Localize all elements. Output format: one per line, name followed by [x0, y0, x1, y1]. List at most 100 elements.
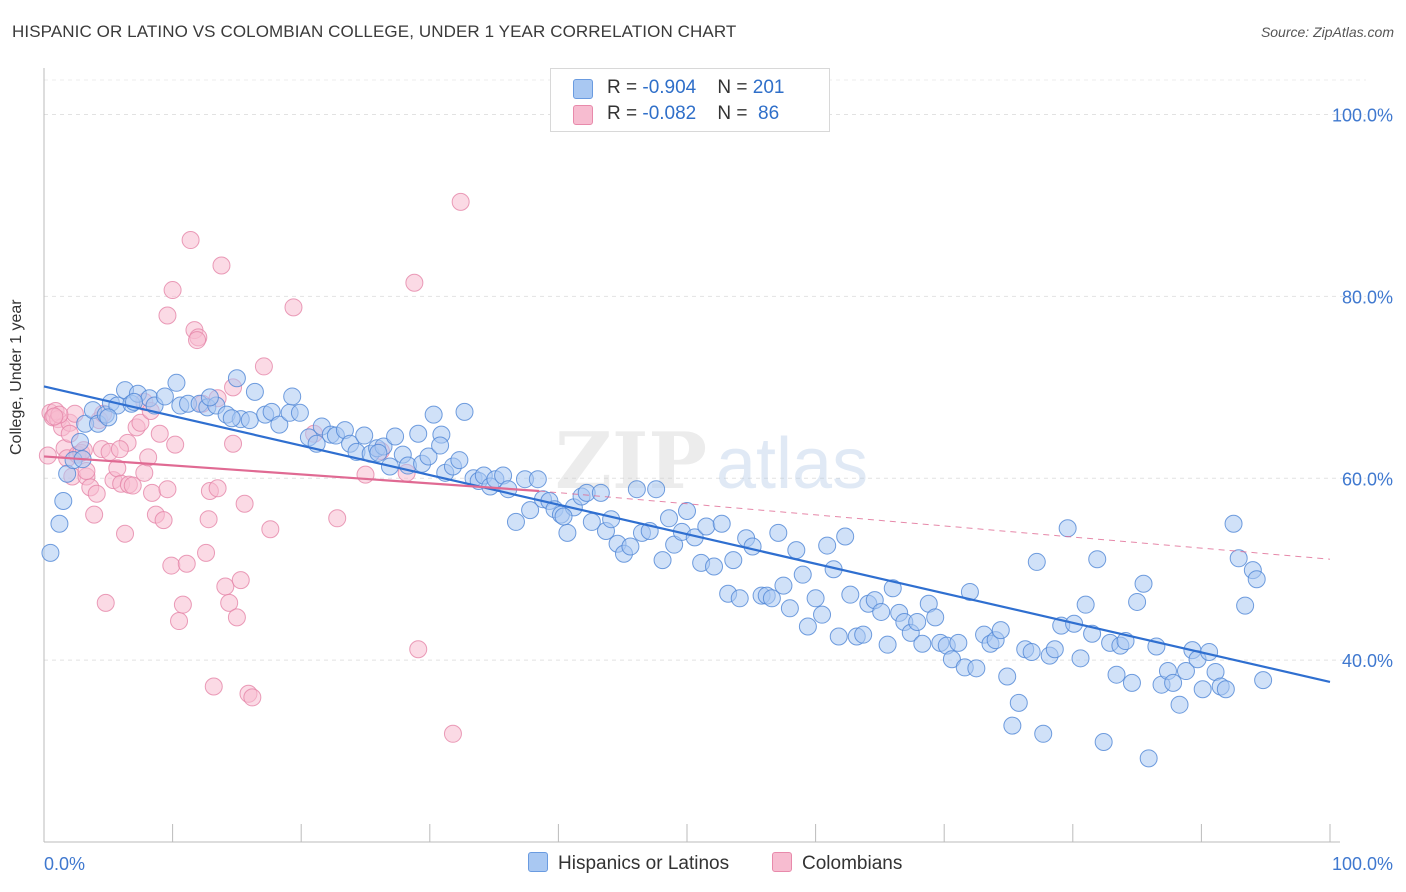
hispanics-point	[521, 501, 540, 520]
hispanics-point	[591, 483, 610, 502]
hispanics-point	[455, 402, 474, 421]
hispanics-point	[1009, 693, 1028, 712]
hispanics-point	[1236, 596, 1255, 615]
colombians-point	[163, 281, 182, 300]
colombians-point	[87, 484, 106, 503]
hispanics-point	[506, 512, 525, 531]
hispanics-point	[1176, 662, 1195, 681]
hispanics-point	[1003, 716, 1022, 735]
x-tick-label-max: 100.0%	[1332, 854, 1393, 874]
hispanics-point	[1058, 519, 1077, 538]
colombians-point	[235, 494, 254, 513]
hispanics-point	[913, 634, 932, 653]
colombians-point	[170, 612, 189, 631]
hispanics-point	[730, 589, 749, 608]
hispanics-point	[1034, 724, 1053, 743]
hispanics-point	[227, 369, 246, 388]
tick-labels: 40.0% 60.0% 80.0% 100.0% 0.0% 100.0%	[44, 106, 1393, 874]
hispanics-point	[41, 543, 60, 562]
hispanics-point	[841, 585, 860, 604]
colombians-point	[451, 192, 470, 211]
hispanics-point	[627, 480, 646, 499]
colombians-point	[154, 511, 173, 530]
hispanics-point	[678, 502, 696, 521]
hispanics-point	[806, 589, 825, 608]
colombians-trend-extension	[539, 490, 1331, 560]
hispanics-point	[99, 408, 118, 427]
hispanics-point	[528, 470, 547, 489]
colombians-point	[409, 640, 428, 659]
hispanics-point	[967, 659, 986, 678]
hispanics-point	[1193, 680, 1212, 699]
hispanics-point	[1083, 624, 1102, 643]
hispanics-point	[431, 436, 450, 455]
legend-n-label: N =	[717, 77, 753, 98]
hispanics-point	[926, 608, 945, 627]
colombians-trend-line	[43, 455, 540, 493]
hispanics-point	[369, 443, 388, 462]
hispanics-point	[705, 557, 724, 576]
hispanics-point	[697, 517, 716, 536]
hispanics-point	[1247, 570, 1266, 589]
hispanics-point	[200, 388, 219, 407]
hispanics-point	[554, 507, 573, 526]
hispanics-point	[960, 582, 979, 601]
bottom-legend-hispanics: Hispanics or Latinos	[528, 852, 729, 875]
colombians-point	[224, 434, 243, 453]
colombians-point	[208, 479, 227, 498]
hispanics-point	[1254, 671, 1273, 690]
legend-swatch-hispanics	[573, 79, 593, 99]
colombians-point	[116, 524, 135, 543]
colombians-point	[443, 724, 462, 743]
hispanics-point	[71, 432, 90, 451]
legend-n-label: N =	[717, 103, 753, 124]
colombians-point	[284, 298, 303, 317]
bottom-legend-swatch-hispanics	[528, 852, 548, 872]
legend-r-value: -0.082	[642, 103, 697, 124]
colombians-point	[204, 677, 223, 696]
legend-r-label: R =	[607, 103, 643, 124]
hispanics-point	[1045, 640, 1064, 659]
y-tick-label: 60.0%	[1342, 469, 1393, 489]
hispanics-point	[386, 427, 405, 446]
colombians-point	[181, 231, 200, 250]
colombians-point	[173, 595, 192, 614]
colombians-point	[166, 435, 185, 454]
hispanics-point	[949, 633, 968, 652]
colombians-point	[328, 509, 347, 528]
hispanics-point	[1134, 574, 1153, 593]
hispanics-point	[647, 480, 666, 499]
hispanics-point	[355, 426, 374, 445]
colombians-point	[131, 413, 150, 432]
bottom-legend-swatch-colombians	[772, 852, 792, 872]
hispanics-point	[1164, 673, 1183, 692]
hispanics-point	[1224, 514, 1243, 533]
hispanics-point	[878, 635, 897, 654]
colombians-point	[220, 593, 239, 612]
colombians-point	[254, 357, 273, 376]
x-tick-label-min: 0.0%	[44, 854, 85, 874]
colombians-point	[405, 273, 424, 292]
hispanics-point	[659, 509, 678, 528]
hispanics-point	[1076, 595, 1095, 614]
colombians-point	[96, 593, 115, 612]
colombians-point	[177, 554, 196, 573]
bottom-legend-label-hispanics: Hispanics or Latinos	[558, 853, 730, 874]
y-tick-label: 80.0%	[1342, 287, 1393, 307]
hispanics-point	[883, 579, 902, 598]
colombians-point	[227, 608, 246, 627]
hispanics-point	[998, 667, 1017, 686]
colombians-point	[243, 688, 262, 707]
colombians-point	[45, 407, 64, 426]
hispanics-point	[424, 405, 443, 424]
chart-title: HISPANIC OR LATINO VS COLOMBIAN COLLEGE,…	[12, 22, 737, 41]
hispanics-point	[793, 565, 812, 584]
hispanics-point	[621, 537, 640, 556]
colombians-point	[85, 505, 104, 524]
y-tick-label: 40.0%	[1342, 651, 1393, 671]
hispanics-point	[813, 605, 832, 624]
hispanics-point	[818, 536, 837, 555]
colombians-point	[110, 440, 129, 459]
hispanics-point	[155, 387, 174, 406]
